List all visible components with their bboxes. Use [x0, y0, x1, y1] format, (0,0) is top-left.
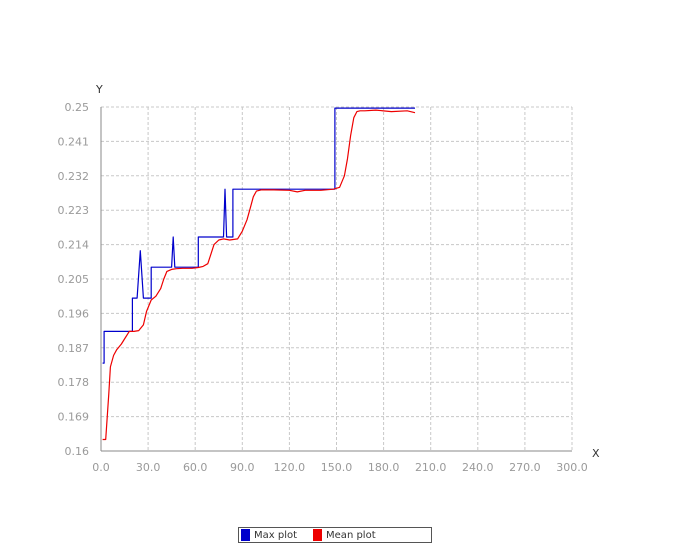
y-tick-label: 0.241 — [58, 135, 90, 148]
x-tick-label: 240.0 — [462, 461, 494, 474]
series-line-max — [102, 107, 415, 364]
y-axis-title: Y — [95, 83, 103, 96]
x-tick-label: 60.0 — [183, 461, 208, 474]
legend-swatch-mean — [313, 529, 323, 541]
x-tick-label: 90.0 — [230, 461, 255, 474]
x-tick-labels: 0.0 30.0 60.0 90.0 120.0 150.0 180.0 210.0 240.0… — [92, 461, 588, 474]
legend-label-mean: Mean plot — [326, 529, 376, 541]
y-tick-label: 0.25 — [65, 101, 90, 114]
y-tick-labels: 0.16 0.169 0.178 0.187 0.196 0.205 0.214 0.223 0… — [58, 101, 90, 458]
x-tick-label: 120.0 — [274, 461, 306, 474]
axes — [100, 107, 572, 452]
x-tick-label: 0.0 — [92, 461, 110, 474]
legend-item-mean: Mean plot — [313, 529, 376, 541]
series-line-mean — [102, 109, 416, 441]
grid — [101, 106, 573, 451]
y-tick-label: 0.187 — [58, 342, 90, 355]
series — [102, 107, 416, 441]
x-tick-label: 270.0 — [509, 461, 541, 474]
x-tick-label: 180.0 — [368, 461, 400, 474]
x-axis-title: X — [592, 447, 600, 460]
x-tick-label: 30.0 — [136, 461, 161, 474]
y-tick-label: 0.16 — [65, 445, 90, 458]
y-tick-label: 0.232 — [58, 170, 90, 183]
y-tick-label: 0.223 — [58, 204, 90, 217]
legend-item-max: Max plot — [241, 529, 297, 541]
legend-swatch-max — [241, 529, 250, 541]
y-tick-label: 0.205 — [58, 273, 90, 286]
y-tick-label: 0.196 — [58, 307, 90, 320]
y-tick-label: 0.178 — [58, 376, 90, 389]
x-tick-label: 210.0 — [415, 461, 447, 474]
y-tick-label: 0.169 — [58, 411, 90, 424]
legend: Max plot Mean plot — [238, 527, 432, 543]
x-tick-label: 300.0 — [556, 461, 588, 474]
y-tick-label: 0.214 — [58, 239, 90, 252]
x-tick-label: 150.0 — [321, 461, 353, 474]
legend-label-max: Max plot — [254, 529, 298, 541]
